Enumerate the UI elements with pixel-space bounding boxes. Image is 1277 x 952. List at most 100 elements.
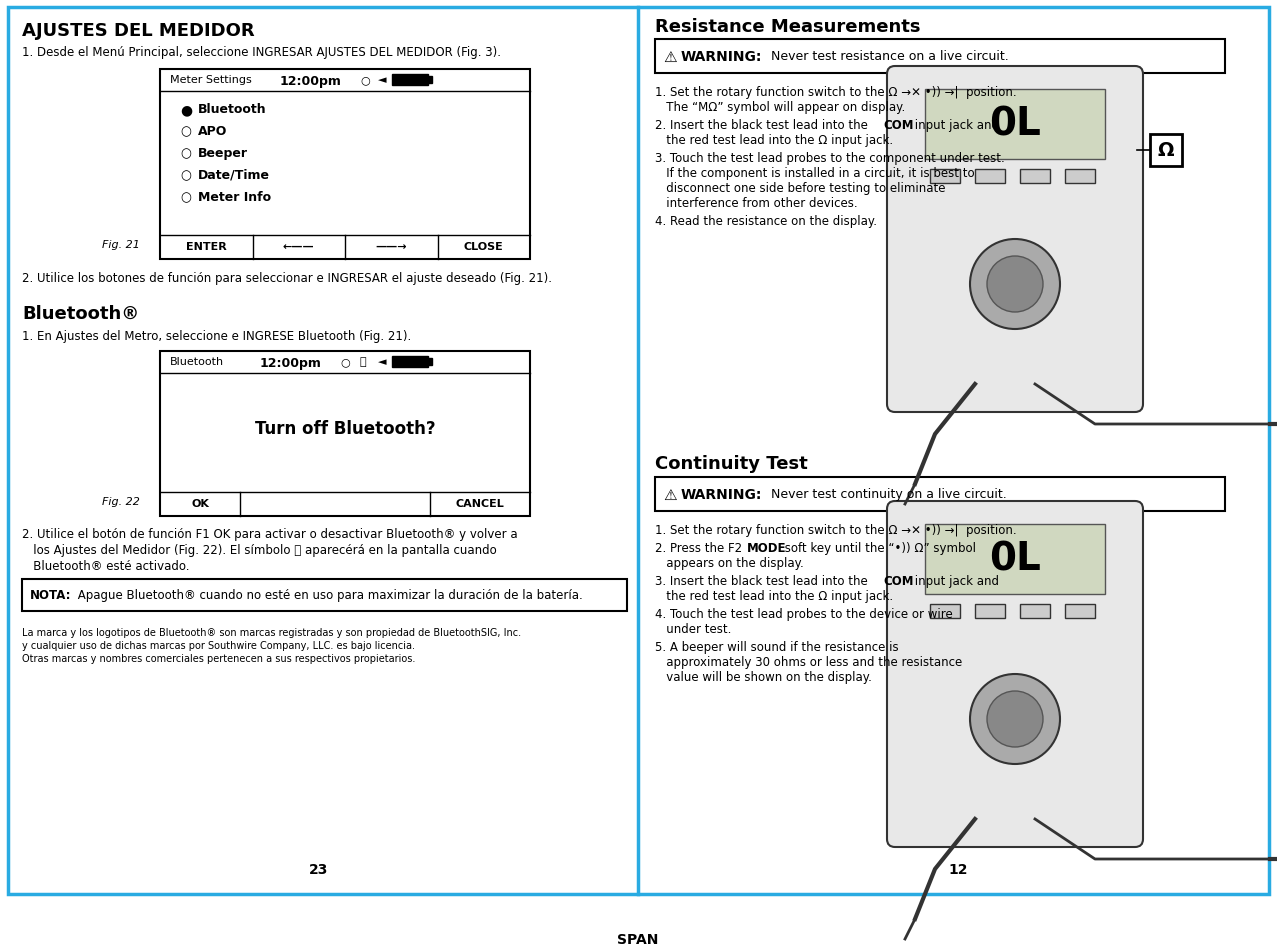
Text: Date/Time: Date/Time (198, 169, 269, 182)
Text: The “MΩ” symbol will appear on display.: The “MΩ” symbol will appear on display. (655, 101, 905, 114)
Text: WARNING:: WARNING: (681, 50, 762, 64)
Text: Never test resistance on a live circuit.: Never test resistance on a live circuit. (767, 50, 1009, 64)
FancyBboxPatch shape (888, 67, 1143, 412)
Text: Fig. 22: Fig. 22 (102, 497, 140, 506)
Text: Bluetooth® esté activado.: Bluetooth® esté activado. (22, 560, 189, 572)
Bar (160, 69, 530, 260)
Text: 23: 23 (309, 863, 328, 876)
Text: ○: ○ (180, 125, 190, 138)
Text: 4. Read the resistance on the display.: 4. Read the resistance on the display. (655, 215, 877, 228)
Text: La marca y los logotipos de Bluetooth® son marcas registradas y son propiedad de: La marca y los logotipos de Bluetooth® s… (22, 627, 521, 637)
Text: the red test lead into the Ω input jack.: the red test lead into the Ω input jack. (655, 134, 893, 147)
Text: ○: ○ (360, 75, 370, 85)
Text: 1. En Ajustes del Metro, seleccione e INGRESE Bluetooth (Fig. 21).: 1. En Ajustes del Metro, seleccione e IN… (22, 329, 411, 343)
Text: 1. Set the rotary function switch to the Ω →✕ •)) →|  position.: 1. Set the rotary function switch to the… (655, 524, 1016, 536)
Text: 0L: 0L (990, 106, 1041, 144)
Text: ⚠: ⚠ (663, 487, 677, 502)
Bar (1151, 135, 1183, 167)
Text: NOTA:: NOTA: (29, 589, 72, 602)
Text: If the component is installed in a circuit, it is best to: If the component is installed in a circu… (655, 167, 974, 180)
Text: 5. A beeper will sound if the resistance is: 5. A beeper will sound if the resistance… (655, 641, 899, 653)
Text: appears on the display.: appears on the display. (655, 556, 803, 569)
Text: Beeper: Beeper (198, 147, 248, 160)
Text: Never test continuity on a live circuit.: Never test continuity on a live circuit. (767, 488, 1006, 501)
Text: 0L: 0L (990, 541, 1041, 579)
Text: 2. Utilice los botones de función para seleccionar e INGRESAR el ajuste deseado : 2. Utilice los botones de función para s… (22, 271, 552, 285)
Bar (976, 605, 1005, 619)
Bar (925, 89, 1105, 160)
Text: Turn off Bluetooth?: Turn off Bluetooth? (254, 420, 435, 438)
Text: Apague Bluetooth® cuando no esté en uso para maximizar la duración de la batería: Apague Bluetooth® cuando no esté en uso … (74, 589, 582, 602)
Text: 1. Desde el Menú Principal, seleccione INGRESAR AJUSTES DEL MEDIDOR (Fig. 3).: 1. Desde el Menú Principal, seleccione I… (22, 46, 501, 59)
Text: disconnect one side before testing to eliminate: disconnect one side before testing to el… (655, 182, 945, 195)
Text: the red test lead into the Ω input jack.: the red test lead into the Ω input jack. (655, 589, 893, 603)
Text: SPAN: SPAN (617, 932, 659, 946)
Bar (1065, 169, 1094, 184)
Text: Bluetooth®: Bluetooth® (22, 305, 139, 323)
Bar (655, 478, 1225, 511)
Text: ◄: ◄ (378, 357, 387, 367)
Text: input jack and: input jack and (911, 119, 999, 132)
Circle shape (971, 240, 1060, 329)
Text: interference from other devices.: interference from other devices. (655, 197, 858, 209)
Text: 2. Insert the black test lead into the: 2. Insert the black test lead into the (655, 119, 872, 132)
Text: value will be shown on the display.: value will be shown on the display. (655, 670, 872, 684)
Text: OK: OK (192, 499, 209, 508)
Bar (428, 359, 432, 366)
Text: COM: COM (882, 119, 913, 132)
Bar (1065, 605, 1094, 619)
Text: under test.: under test. (655, 623, 732, 635)
Text: 12:00pm: 12:00pm (280, 75, 342, 88)
Text: Fig. 21: Fig. 21 (102, 240, 140, 249)
Text: COM: COM (882, 574, 913, 587)
Bar (930, 605, 960, 619)
Circle shape (987, 257, 1043, 312)
Text: input jack and: input jack and (911, 574, 999, 587)
Text: ⚠: ⚠ (663, 50, 677, 65)
Bar (22, 580, 627, 611)
Text: Meter Info: Meter Info (198, 190, 271, 204)
Circle shape (987, 691, 1043, 747)
Bar (976, 169, 1005, 184)
Text: Otras marcas y nombres comerciales pertenecen a sus respectivos propietarios.: Otras marcas y nombres comerciales perte… (22, 653, 415, 664)
Text: Bluetooth: Bluetooth (170, 357, 225, 367)
Bar (160, 351, 530, 516)
Bar (392, 75, 428, 86)
Text: soft key until the “•)) Ω” symbol: soft key until the “•)) Ω” symbol (782, 542, 976, 554)
Bar (930, 169, 960, 184)
Text: 3. Insert the black test lead into the: 3. Insert the black test lead into the (655, 574, 871, 587)
Text: Bluetooth: Bluetooth (198, 103, 267, 116)
Text: ○: ○ (340, 357, 350, 367)
Text: Meter Settings: Meter Settings (170, 75, 252, 85)
Text: ⦿: ⦿ (360, 357, 366, 367)
Text: y cualquier uso de dichas marcas por Southwire Company, LLC. es bajo licencia.: y cualquier uso de dichas marcas por Sou… (22, 641, 415, 650)
Text: 4. Touch the test lead probes to the device or wire: 4. Touch the test lead probes to the dev… (655, 607, 953, 621)
Text: Resistance Measurements: Resistance Measurements (655, 18, 921, 36)
Text: 2. Utilice el botón de función F1 OK para activar o desactivar Bluetooth® y volv: 2. Utilice el botón de función F1 OK par… (22, 527, 517, 541)
Bar (1020, 605, 1050, 619)
Text: Continuity Test: Continuity Test (655, 454, 808, 472)
Text: AJUSTES DEL MEDIDOR: AJUSTES DEL MEDIDOR (22, 22, 254, 40)
Text: 1. Set the rotary function switch to the Ω →✕ •)) →|  position.: 1. Set the rotary function switch to the… (655, 86, 1016, 99)
Text: MODE: MODE (747, 542, 787, 554)
Text: ○: ○ (180, 169, 190, 182)
FancyBboxPatch shape (888, 502, 1143, 847)
Bar (925, 525, 1105, 594)
Bar (428, 77, 432, 84)
Text: APO: APO (198, 125, 227, 138)
Bar (392, 357, 428, 367)
Circle shape (971, 674, 1060, 764)
Text: ENTER: ENTER (186, 242, 226, 251)
Text: 2. Press the F2: 2. Press the F2 (655, 542, 746, 554)
Text: ——→: ——→ (375, 242, 407, 251)
Text: CANCEL: CANCEL (456, 499, 504, 508)
Text: CLOSE: CLOSE (464, 242, 503, 251)
Text: Ω: Ω (1158, 141, 1175, 160)
Text: ◄: ◄ (378, 75, 387, 85)
Bar (1020, 169, 1050, 184)
Text: approximately 30 ohms or less and the resistance: approximately 30 ohms or less and the re… (655, 655, 963, 668)
Text: 12:00pm: 12:00pm (261, 357, 322, 369)
Text: 3. Touch the test lead probes to the component under test.: 3. Touch the test lead probes to the com… (655, 151, 1005, 165)
Bar (655, 40, 1225, 74)
Text: ○: ○ (180, 147, 190, 160)
